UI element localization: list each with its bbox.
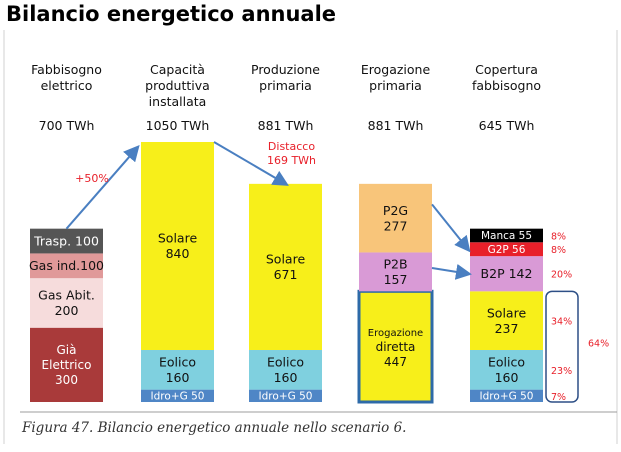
column-header: Capacità: [150, 62, 205, 77]
percent-label: 23%: [551, 366, 572, 377]
segment-label: Solare: [266, 252, 306, 267]
bar-segment: [470, 228, 543, 243]
renewable-bracket: [545, 290, 579, 403]
bar-segment: [249, 350, 322, 390]
segment-label: Eolico: [159, 354, 196, 369]
column-header: fabbisogno: [472, 78, 541, 93]
segment-label: 447: [384, 355, 407, 369]
column-header: primaria: [259, 78, 312, 93]
segment-label: Già: [57, 343, 77, 357]
segment-label: Idro+G 50: [259, 390, 313, 402]
bar-segment: [359, 183, 432, 253]
segment-label: Eolico: [267, 354, 304, 369]
segment-label: 160: [495, 370, 519, 385]
column-total-label: 1050 TWh: [146, 118, 210, 133]
bar-segment: [470, 291, 543, 350]
bar-segment: [30, 278, 103, 328]
segment-label: B2P 142: [481, 266, 533, 281]
column-total-label: 881 TWh: [258, 118, 314, 133]
segment-label: 160: [166, 370, 190, 385]
bar-segment: [249, 389, 322, 402]
bar-segment: [30, 253, 103, 279]
gap-label: 169 TWh: [267, 154, 316, 167]
segment-label: Gas Abit.: [38, 288, 95, 303]
segment-label: Manca 55: [481, 230, 532, 242]
segment-label: Elettrico: [42, 358, 92, 372]
figure-caption: Figura 47. Bilancio energetico annuale n…: [22, 420, 407, 436]
segment-label: 200: [55, 303, 79, 318]
segment-label: Gas ind.100: [29, 258, 104, 273]
column-total-label: 881 TWh: [368, 118, 424, 133]
column-header: installata: [149, 94, 207, 109]
renewable-share-label: 64%: [588, 339, 609, 350]
column-header: Produzione: [251, 62, 320, 77]
segment-label: Idro+G 50: [480, 390, 534, 402]
column-total-label: 645 TWh: [479, 118, 535, 133]
bar-segment: [30, 228, 103, 254]
column-header: Copertura: [475, 62, 538, 77]
bar-segment: [141, 142, 214, 350]
segment-label: Erogazione: [368, 328, 423, 339]
growth-label: +50%: [75, 172, 109, 185]
segment-label: Eolico: [488, 354, 525, 369]
percent-label: 8%: [551, 245, 566, 256]
segment-label: P2B: [383, 257, 407, 272]
bar-segment: [30, 327, 103, 402]
bar-segment: [470, 256, 543, 292]
percent-label: 34%: [551, 317, 572, 328]
p2b-to-b2p-arrow: [431, 263, 472, 280]
gap-label: Distacco: [268, 140, 315, 153]
segment-label: diretta: [376, 340, 416, 354]
bar-segment: [359, 252, 432, 292]
bar-segment: [249, 183, 322, 350]
segment-label: 237: [495, 321, 519, 336]
page-title: Bilancio energetico annuale: [6, 2, 337, 26]
segment-label: 160: [274, 370, 298, 385]
bar-segment: [470, 350, 543, 390]
bar-segment: [357, 289, 434, 404]
segment-label: 671: [274, 267, 298, 282]
column-total-label: 700 TWh: [39, 118, 95, 133]
p2g-to-g2p-arrow: [431, 203, 471, 253]
segment-label: Solare: [158, 231, 198, 246]
segment-label: 157: [384, 272, 408, 287]
bar-segment: [141, 389, 214, 402]
percent-label: 7%: [551, 392, 566, 403]
segment-label: P2G: [383, 203, 408, 218]
segment-label: 300: [55, 373, 78, 387]
column-header: Erogazione: [361, 62, 431, 77]
segment-label: Trasp. 100: [33, 233, 99, 248]
bar-segment: [141, 350, 214, 390]
column-header: Fabbisogno: [31, 62, 102, 77]
segment-label: 840: [166, 246, 190, 261]
segment-label: G2P 56: [488, 244, 526, 256]
growth-arrow: [65, 144, 140, 230]
percent-label: 8%: [551, 231, 566, 242]
segment-label: 277: [384, 218, 408, 233]
segment-label: Idro+G 50: [151, 390, 205, 402]
column-header: produttiva: [145, 78, 210, 93]
column-header: primaria: [369, 78, 422, 93]
bar-segment: [470, 242, 543, 257]
gap-arrow: [213, 141, 289, 186]
percent-label: 20%: [551, 270, 572, 281]
bar-segment: [470, 389, 543, 402]
segment-label: Solare: [487, 305, 527, 320]
column-header: elettrico: [41, 78, 93, 93]
